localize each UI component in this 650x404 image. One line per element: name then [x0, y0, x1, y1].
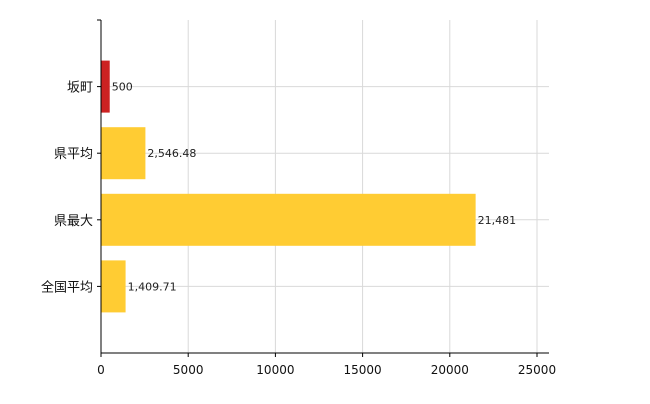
x-tick-label: 15000 — [344, 363, 382, 377]
bar-3 — [101, 193, 476, 246]
x-tick-label: 5000 — [173, 363, 204, 377]
axes: 0 5000 10000 15000 20000 25000 — [97, 19, 556, 377]
bars — [101, 60, 476, 313]
x-tick-label: 25000 — [518, 363, 556, 377]
category-label-1: 坂町 — [67, 81, 93, 96]
data-label-1: 500 — [112, 81, 133, 94]
x-tick-label: 0 — [97, 363, 105, 377]
data-label-3: 21,481 — [478, 214, 517, 227]
category-label-4: 全国平均 — [41, 279, 93, 295]
grid-lines — [101, 20, 549, 353]
data-label-4: 1,409.71 — [128, 280, 177, 293]
category-label-2: 県平均 — [54, 147, 93, 162]
category-label-3: 県最大 — [54, 214, 93, 229]
bar-4 — [101, 260, 126, 313]
data-label-2: 2,546.48 — [147, 147, 196, 160]
bar-2 — [101, 127, 146, 180]
x-tick-label: 10000 — [256, 363, 294, 377]
data-labels: 500 坂町 2,546.48 県平均 21,481 県最大 1,409.71 全国平均 — [41, 81, 516, 296]
x-tick-label: 20000 — [431, 363, 469, 377]
bar-1 — [101, 60, 110, 113]
